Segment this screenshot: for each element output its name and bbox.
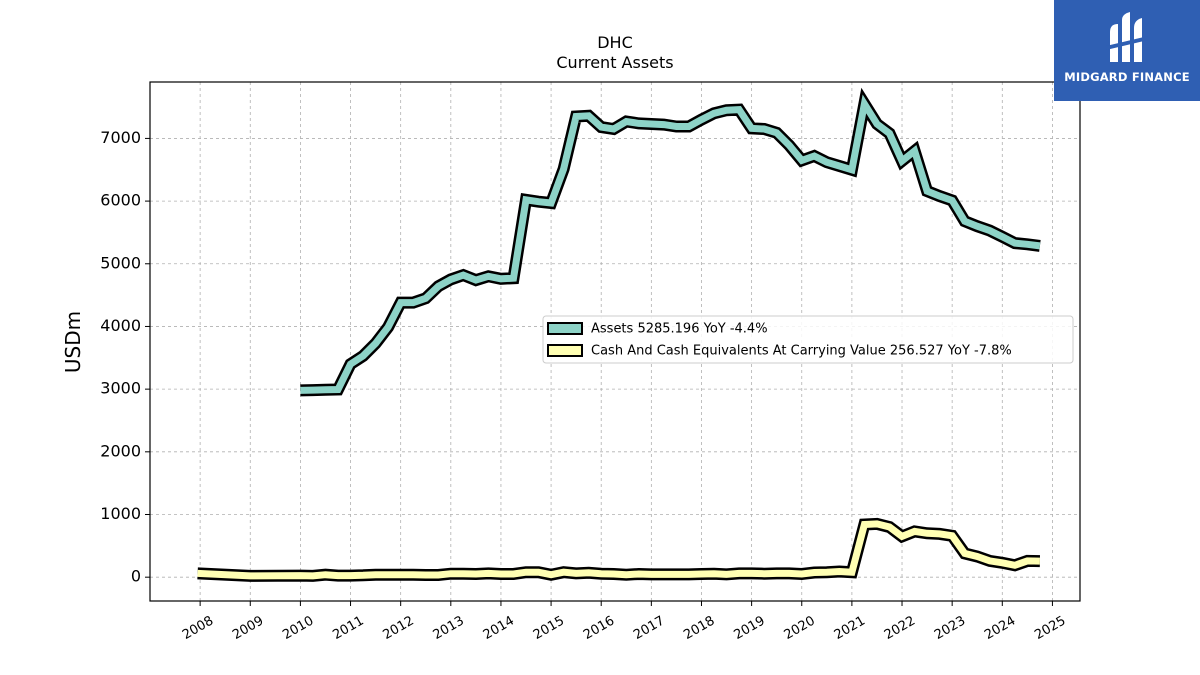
chart-title: DHC — [597, 33, 633, 52]
x-tick-label: 2015 — [531, 613, 567, 643]
y-tick-label: 1000 — [100, 504, 141, 523]
x-tick-label: 2019 — [731, 613, 767, 643]
x-axis-ticks: 2008 2009 2010 2011 2012 2013 2014 2015 2016 2017… — [180, 601, 1068, 643]
x-tick-label: 2010 — [280, 613, 316, 643]
y-tick-label: 5000 — [100, 253, 141, 272]
y-axis-label: USDm — [61, 311, 85, 373]
y-tick-label: 3000 — [100, 379, 141, 398]
brand-logo: MIDGARD FINANCE — [1054, 0, 1200, 101]
y-tick-label: 4000 — [100, 316, 141, 335]
legend-label-cash: Cash And Cash Equivalents At Carrying Va… — [591, 344, 1012, 359]
legend-label-assets: Assets 5285.196 YoY -4.4% — [591, 322, 768, 337]
logo-name: MIDGARD FINANCE — [1064, 70, 1190, 84]
x-tick-label: 2014 — [481, 613, 517, 643]
series-layer — [197, 87, 1041, 582]
legend: Assets 5285.196 YoY -4.4% Cash And Cash … — [542, 315, 1074, 364]
x-tick-label: 2023 — [932, 613, 968, 643]
x-tick-label: 2009 — [230, 613, 266, 643]
x-tick-label: 2022 — [882, 613, 918, 643]
x-tick-label: 2020 — [782, 613, 818, 643]
y-tick-label: 0 — [131, 567, 141, 586]
x-tick-label: 2008 — [180, 613, 216, 643]
legend-swatch-cash — [547, 344, 583, 357]
legend-box — [542, 315, 1074, 364]
x-tick-label: 2016 — [581, 613, 617, 643]
chart-subtitle: Current Assets — [556, 53, 673, 72]
series-line-cash — [197, 520, 1040, 580]
x-tick-label: 2024 — [982, 613, 1018, 643]
logo-mark-icon — [1106, 12, 1148, 62]
y-axis-ticks: 0 1000 2000 3000 4000 5000 6000 7000 — [100, 128, 150, 586]
x-tick-label: 2012 — [381, 613, 417, 643]
x-tick-label: 2017 — [631, 613, 667, 643]
x-tick-label: 2025 — [1032, 613, 1068, 643]
legend-swatch-assets — [547, 322, 583, 335]
x-tick-label: 2018 — [681, 613, 717, 643]
y-tick-label: 2000 — [100, 441, 141, 460]
plot-frame — [149, 81, 1081, 602]
y-tick-label: 7000 — [100, 128, 141, 147]
x-tick-label: 2011 — [330, 613, 366, 643]
y-tick-label: 6000 — [100, 191, 141, 210]
x-tick-label: 2013 — [431, 613, 467, 643]
series-line-assets — [300, 94, 1041, 394]
x-tick-label: 2021 — [832, 613, 868, 643]
